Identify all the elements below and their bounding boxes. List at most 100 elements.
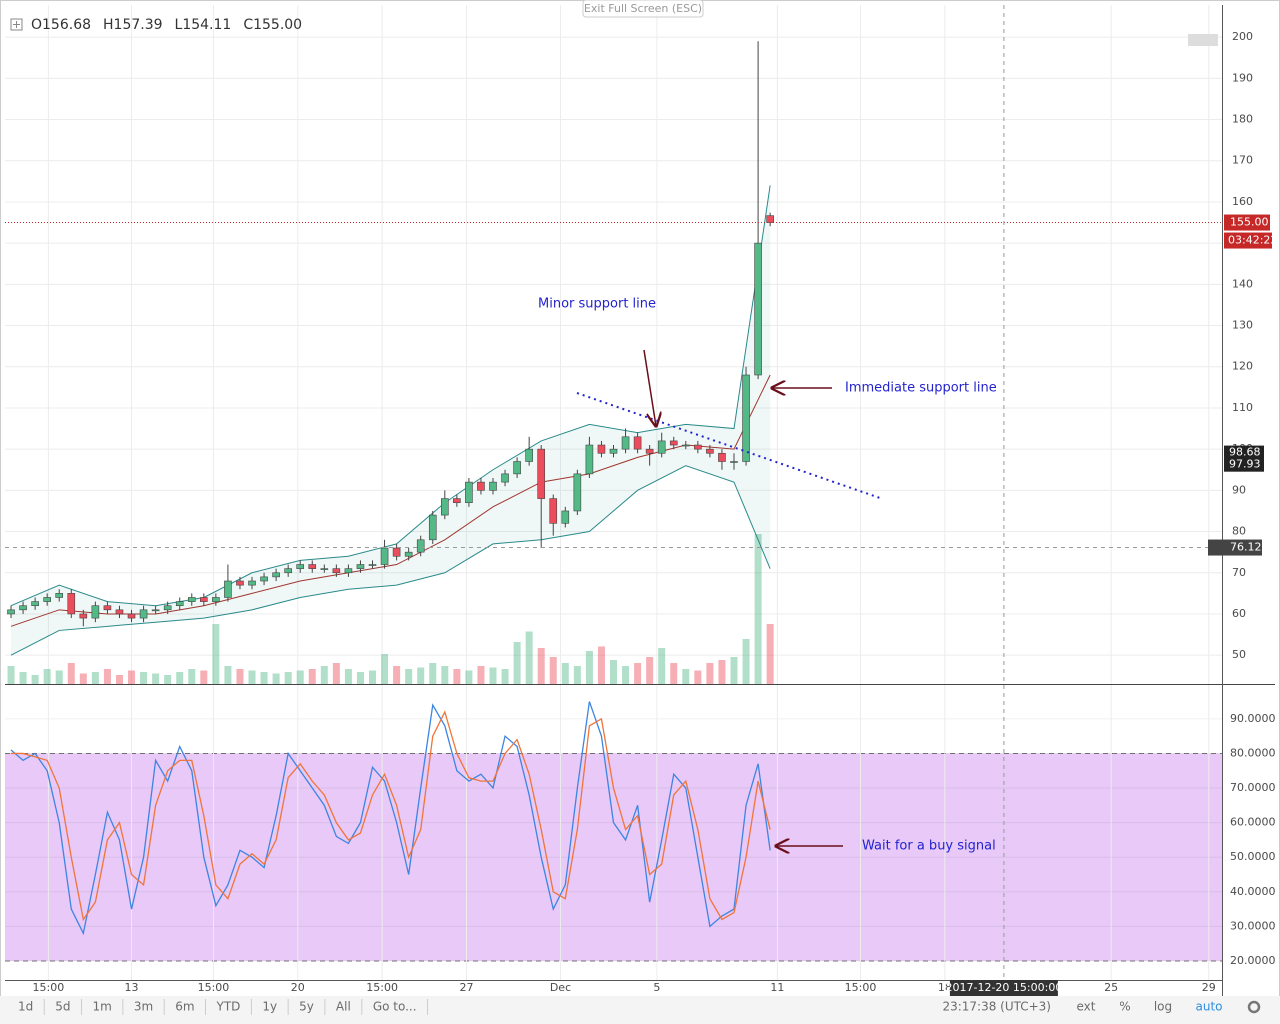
annotation: Immediate support line [845, 381, 997, 396]
exit-fullscreen-label[interactable]: Exit Full Screen (ESC) [584, 2, 702, 15]
candle-body [163, 605, 172, 611]
candle-body [441, 498, 449, 516]
y-tick-label: 160 [1232, 195, 1253, 208]
candle-body [537, 448, 546, 499]
candle-body [645, 448, 654, 454]
range-button[interactable]: 1d [18, 1000, 33, 1014]
candle-body [19, 605, 27, 611]
candle-body [380, 547, 389, 565]
candle-body [272, 572, 280, 578]
volume-bar [646, 657, 654, 684]
candle-body [585, 444, 594, 475]
plot [5, 5, 1222, 980]
settings-icon[interactable] [1247, 1000, 1261, 1014]
option-button[interactable]: auto [1195, 1000, 1222, 1014]
exit-fullscreen-button[interactable] [582, 0, 704, 18]
crosshair-tag [1208, 539, 1262, 556]
volume-bar [212, 624, 220, 684]
x-tick-label: 15:00 [366, 981, 398, 994]
volume-bar [489, 667, 497, 684]
volume-bar [248, 670, 256, 684]
candle-body [284, 568, 292, 574]
volume-bar [31, 675, 39, 684]
candle-body [549, 498, 558, 524]
volume-bar [152, 673, 160, 684]
volume-bar [585, 651, 593, 684]
y-tick-label: 190 [1232, 71, 1253, 84]
range-button[interactable]: YTD [216, 1000, 241, 1014]
range-button[interactable]: 5d [55, 1000, 70, 1014]
volume-bar [477, 666, 485, 684]
expand-icon[interactable] [10, 18, 23, 31]
candle-body [79, 613, 88, 619]
range-button[interactable]: 1m [93, 1000, 112, 1014]
crosshair-label: 76.12 [1230, 541, 1262, 554]
y-tick-label: 50 [1232, 648, 1246, 661]
candle-body [501, 473, 509, 483]
candle-body [742, 374, 750, 462]
candle-body [7, 609, 15, 615]
volume-bar [224, 666, 232, 684]
range-button[interactable]: All [336, 1000, 351, 1014]
volume-bar [260, 672, 268, 684]
range-button[interactable]: 5y [299, 1000, 314, 1014]
range-button[interactable]: Go to... [373, 1000, 417, 1014]
crosshair-tag [949, 980, 1058, 996]
band-line [10, 465, 771, 656]
volume-bar [320, 666, 328, 684]
option-button[interactable]: % [1119, 1000, 1130, 1014]
volume-bar [549, 657, 557, 684]
range-button[interactable]: 1y [262, 1000, 277, 1014]
candle-body [706, 448, 714, 454]
candle-body [320, 568, 329, 570]
candle-body [139, 609, 148, 619]
y-tick-label: 180 [1232, 113, 1253, 126]
volume-bar [441, 666, 449, 684]
y-tick-label: 90.0000 [1230, 712, 1276, 725]
candle-body [573, 473, 582, 512]
band-middle [10, 374, 771, 627]
volume-bar [284, 672, 292, 684]
x-tick-label: 15:00 [845, 981, 877, 994]
volume-bar [164, 675, 172, 684]
ohlc-value: C155.00 [243, 17, 302, 33]
option-button[interactable]: log [1154, 1000, 1172, 1014]
volume-bar [344, 669, 352, 684]
candle-body [718, 452, 726, 462]
candle-body [151, 609, 160, 612]
price-tag-label: 97.93 [1229, 458, 1261, 471]
volume-bar [694, 670, 702, 684]
annotation: Minor support line [538, 297, 656, 312]
y-tick-label: 130 [1232, 319, 1253, 332]
volume-bar [417, 667, 425, 684]
volume-bar [682, 669, 690, 684]
y-tick-label: 20.0000 [1230, 954, 1276, 967]
candle-body [103, 605, 112, 611]
volume-bar [501, 669, 509, 684]
volume-bar [537, 648, 545, 684]
price-tag [1224, 214, 1270, 231]
volume-bar [670, 663, 678, 684]
volume-bar [128, 670, 136, 684]
y-tick-label: 70.0000 [1230, 781, 1276, 794]
candle-body [657, 440, 666, 454]
volume-bar [55, 670, 63, 684]
pane-buttons[interactable] [1188, 34, 1218, 46]
band-fill [11, 185, 771, 656]
candle-body [525, 448, 533, 462]
candle-body [224, 580, 232, 598]
volume-bar [19, 672, 27, 684]
ohlc-value: L154.11 [175, 17, 232, 33]
price-tag [1224, 457, 1264, 472]
volume-bar [67, 663, 75, 684]
candle-body [127, 613, 136, 619]
option-button[interactable]: ext [1077, 1000, 1096, 1014]
x-tick-label: 20 [291, 981, 305, 994]
volume-bar [393, 666, 401, 684]
range-button[interactable]: 6m [175, 1000, 194, 1014]
volume-bar [561, 663, 569, 684]
y-tick-label: 140 [1232, 277, 1253, 290]
range-button[interactable]: 3m [134, 1000, 153, 1014]
candle-body [453, 498, 461, 504]
